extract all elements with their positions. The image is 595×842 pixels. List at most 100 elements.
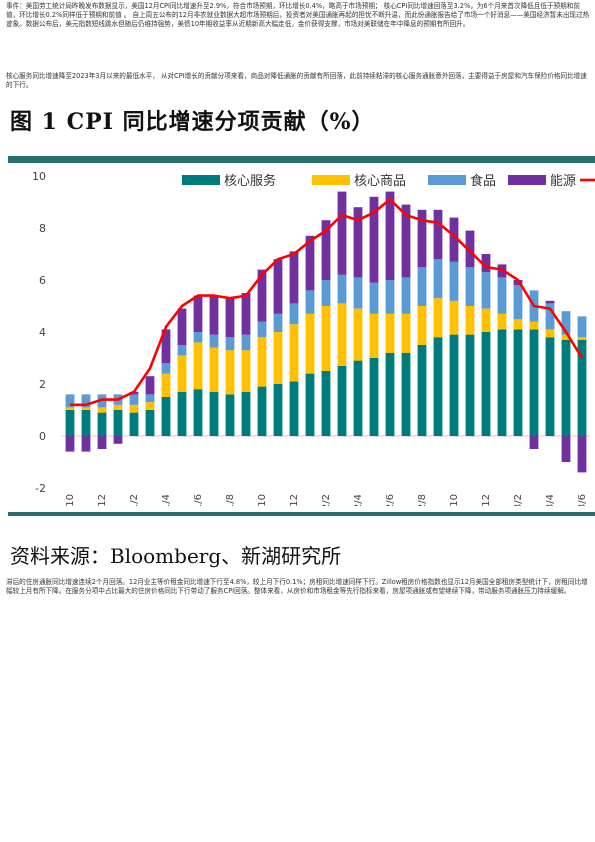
- bar-segment-core-services: [433, 337, 443, 436]
- bar-segment-core-goods: [481, 308, 491, 332]
- bar-segment-food: [513, 285, 523, 319]
- bar-segment-energy: [305, 235, 315, 291]
- x-tick-label: 2021/8: [225, 494, 236, 506]
- bar-segment-core-goods: [241, 350, 251, 392]
- bar-segment-energy: [401, 204, 411, 278]
- bar-segment-core-services: [529, 329, 539, 436]
- bar-segment-core-services: [81, 410, 91, 436]
- x-tick-label: 2022/2: [321, 494, 332, 506]
- x-tick-label: 2021/6: [193, 494, 204, 506]
- bar-segment-core-goods: [145, 402, 155, 410]
- bar-segment-core-goods: [513, 319, 523, 330]
- bar-segment-core-services: [273, 384, 283, 436]
- bar-segment-core-services: [209, 391, 219, 436]
- bar-segment-energy: [417, 209, 427, 267]
- bar-segment-core-goods: [209, 347, 219, 392]
- bar-segment-core-goods: [177, 355, 187, 392]
- bar-segment-food: [145, 394, 155, 403]
- bar-segment-energy: [113, 436, 123, 444]
- y-tick-label: 0: [39, 430, 46, 443]
- bar-segment-food: [481, 272, 491, 309]
- bar-segment-energy: [193, 295, 203, 332]
- figure-title: 图 1 CPI 同比增速分项贡献（%）: [10, 109, 375, 135]
- bar-segment-food: [545, 303, 555, 330]
- bar-segment-food: [209, 334, 219, 348]
- bar-segment-food: [417, 267, 427, 306]
- x-tick-label: 2021/2: [129, 494, 140, 506]
- bar-segment-core-goods: [577, 337, 587, 340]
- bar-segment-food: [193, 332, 203, 343]
- bar-segment-core-services: [129, 412, 139, 436]
- bar-segment-energy: [513, 280, 523, 286]
- bar-segment-food: [177, 345, 187, 356]
- bar-segment-core-services: [241, 391, 251, 436]
- y-tick-label: 4: [39, 326, 46, 339]
- bar-segment-energy: [449, 217, 459, 262]
- bar-segment-energy: [433, 209, 443, 260]
- bar-segment-energy: [81, 436, 91, 452]
- bar-segment-core-goods: [465, 306, 475, 335]
- bar-segment-food: [337, 274, 347, 304]
- y-tick-label: 6: [39, 274, 46, 287]
- y-tick-label: 8: [39, 222, 46, 235]
- bar-segment-food: [305, 290, 315, 314]
- bar-segment-core-goods: [65, 407, 75, 410]
- bar-segment-core-goods: [97, 407, 107, 413]
- bar-segment-food: [321, 280, 331, 306]
- bar-segment-core-goods: [561, 334, 571, 340]
- bar-segment-food: [433, 259, 443, 299]
- bar-segment-core-goods: [529, 321, 539, 330]
- bar-segment-core-goods: [321, 306, 331, 371]
- bar-segment-core-services: [353, 360, 363, 436]
- bar-segment-core-goods: [401, 313, 411, 353]
- bar-segment-energy: [337, 191, 347, 275]
- bar-segment-food: [241, 334, 251, 351]
- core-services-paragraph: 核心服务同比增速降至2023年3月以来的最低水平， 从对CPI增长的贡献分项来看…: [6, 72, 587, 90]
- y-tick-label: 10: [32, 170, 46, 183]
- x-tick-label: 2022/12: [481, 494, 492, 506]
- x-tick-label: 2021/4: [161, 494, 172, 506]
- bar-segment-core-goods: [113, 404, 123, 410]
- legend-swatch-food: [428, 175, 466, 185]
- bar-segment-energy: [529, 436, 539, 449]
- bar-segment-energy: [241, 293, 251, 335]
- bar-segment-food: [497, 277, 507, 314]
- bar-segment-energy: [577, 436, 587, 473]
- bar-segment-core-goods: [337, 303, 347, 366]
- bar-segment-core-goods: [81, 407, 91, 410]
- bar-segment-energy: [161, 329, 171, 364]
- bar-segment-energy: [257, 269, 267, 322]
- bar-segment-energy: [321, 220, 331, 280]
- bar-segment-core-services: [497, 329, 507, 436]
- bar-segment-core-services: [417, 345, 427, 436]
- bar-segment-core-services: [449, 334, 459, 436]
- bar-segment-core-goods: [545, 329, 555, 338]
- bar-segment-core-services: [481, 332, 491, 436]
- bar-segment-food: [161, 363, 171, 374]
- figure-bottom-divider: [8, 512, 595, 516]
- x-tick-label: 2022/6: [385, 494, 396, 506]
- bar-segment-core-goods: [193, 342, 203, 390]
- intro-paragraph: 事件：美国劳工统计局昨晚发布数据显示，美国12月CPI同比增速升至2.9%，符合…: [6, 2, 590, 29]
- bar-segment-core-goods: [305, 313, 315, 374]
- bar-segment-core-goods: [273, 332, 283, 384]
- x-tick-label: 2023/2: [513, 494, 524, 506]
- bar-segment-energy: [273, 259, 283, 314]
- bar-segment-core-services: [321, 371, 331, 436]
- bar-segment-core-services: [145, 410, 155, 436]
- bar-segment-energy: [385, 191, 395, 280]
- bar-segment-core-services: [369, 358, 379, 436]
- bar-segment-core-goods: [417, 306, 427, 345]
- bar-segment-food: [449, 261, 459, 301]
- legend-swatch-core-goods: [312, 175, 350, 185]
- x-tick-label: 2023/6: [577, 494, 588, 506]
- bar-segment-core-services: [577, 339, 587, 436]
- bar-segment-energy: [145, 376, 155, 395]
- bar-segment-core-services: [385, 352, 395, 436]
- bar-segment-food: [401, 277, 411, 314]
- bar-segment-energy: [97, 436, 107, 449]
- bar-segment-energy: [353, 207, 363, 278]
- bar-segment-energy: [545, 300, 555, 304]
- total-cpi-line: [70, 198, 584, 407]
- y-tick-label: 2: [39, 378, 46, 391]
